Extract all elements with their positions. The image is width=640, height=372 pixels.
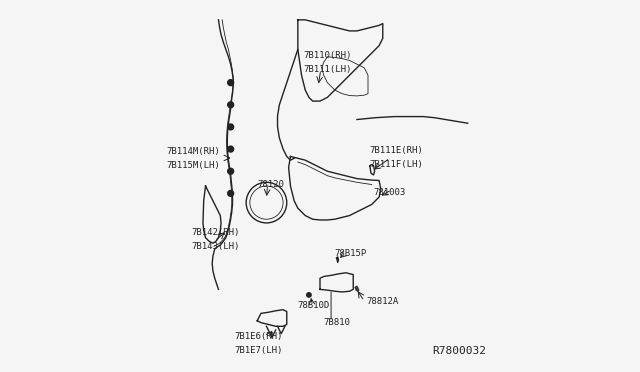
Text: 7B142(RH): 7B142(RH) xyxy=(191,228,240,237)
Circle shape xyxy=(307,293,311,297)
Text: 781003: 781003 xyxy=(374,188,406,197)
Text: 7B115M(LH): 7B115M(LH) xyxy=(167,161,221,170)
Circle shape xyxy=(228,190,234,196)
Circle shape xyxy=(228,124,234,130)
Text: 78B10D: 78B10D xyxy=(297,301,330,310)
Text: 7B110(RH): 7B110(RH) xyxy=(303,51,352,60)
Text: R7800032: R7800032 xyxy=(432,346,486,356)
Polygon shape xyxy=(355,286,359,291)
Text: 7B143(LH): 7B143(LH) xyxy=(191,242,240,251)
Text: 7B810: 7B810 xyxy=(324,318,351,327)
Text: 78B15P: 78B15P xyxy=(335,249,367,258)
Text: 7B1E7(LH): 7B1E7(LH) xyxy=(234,346,283,355)
Circle shape xyxy=(228,146,234,152)
Text: 78812A: 78812A xyxy=(366,298,399,307)
Text: 7B114M(RH): 7B114M(RH) xyxy=(167,147,221,156)
Text: 7B1E6(RH): 7B1E6(RH) xyxy=(234,332,283,341)
Circle shape xyxy=(228,102,234,108)
Text: 78120: 78120 xyxy=(257,180,284,189)
Circle shape xyxy=(228,80,234,86)
Text: 7B111(LH): 7B111(LH) xyxy=(303,65,352,74)
Circle shape xyxy=(228,168,234,174)
Text: 7B111E(RH): 7B111E(RH) xyxy=(370,147,424,155)
Text: 7B111F(LH): 7B111F(LH) xyxy=(370,160,424,170)
